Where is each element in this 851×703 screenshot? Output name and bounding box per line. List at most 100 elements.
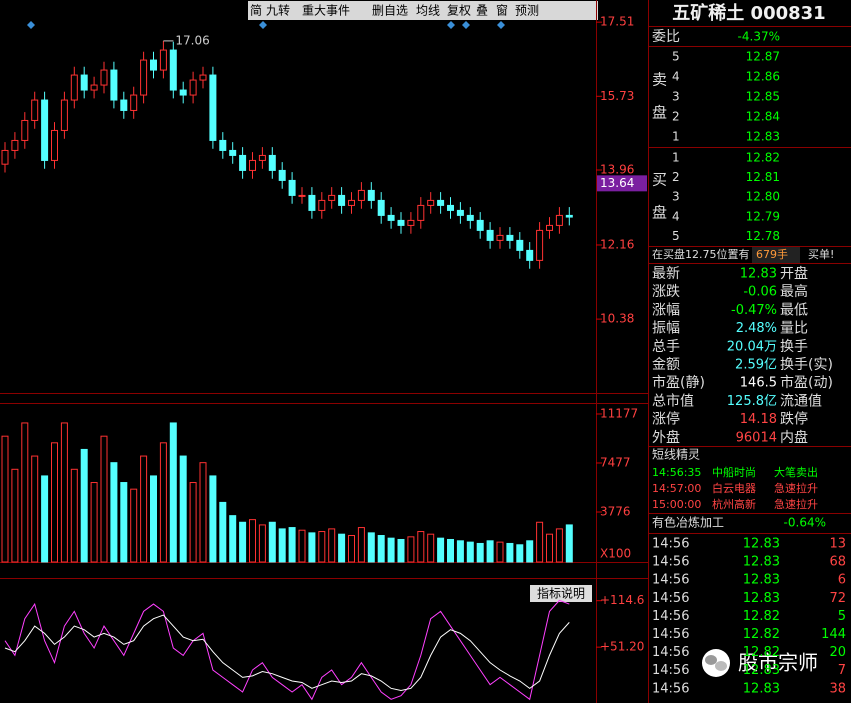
candle-body — [506, 234, 514, 241]
candle-body — [298, 194, 306, 197]
candle-body — [239, 154, 247, 171]
tick-price: 12.83 — [743, 573, 780, 588]
tick-price: 12.83 — [743, 537, 780, 552]
sell-price: 12.83 — [746, 130, 780, 144]
stat-label: 流通值 — [780, 393, 822, 409]
volume-bar — [338, 533, 346, 563]
candle-body — [328, 194, 336, 201]
candle-body — [130, 94, 138, 111]
volume-bar — [258, 524, 266, 563]
tick-volume: 20 — [829, 645, 846, 660]
volume-bar — [447, 538, 454, 563]
candle-body — [268, 154, 276, 171]
indicator-line — [4, 599, 570, 701]
stat-label: 最新 — [652, 266, 680, 282]
candle-body — [476, 219, 484, 231]
candle-body — [427, 199, 435, 206]
volume-bar — [278, 528, 286, 563]
sell-price: 12.87 — [746, 50, 780, 64]
candle-body — [110, 69, 118, 101]
indicator-line — [4, 614, 570, 692]
volume-bar — [268, 521, 276, 563]
y-tick-label: +114.6 — [600, 593, 644, 607]
candle-body — [229, 149, 237, 156]
stock-title: 五矿稀土 000831 — [672, 2, 825, 24]
y-tick-label: 13.96 — [600, 163, 634, 177]
indicator-button-bg[interactable] — [530, 585, 592, 602]
buy-price: 12.79 — [746, 209, 780, 223]
y-tick-label: 15.73 — [600, 89, 634, 103]
sector-change: -0.64% — [784, 516, 826, 530]
tick-volume: 6 — [838, 573, 846, 588]
stat-label: 涨停 — [652, 411, 680, 428]
alert-time: 14:56:35 — [652, 466, 701, 479]
max-annotation: 17.06 — [175, 33, 209, 47]
stat-label: 内盘 — [780, 429, 808, 446]
toolbar-button: 窗 — [496, 4, 508, 18]
buy-level: 1 — [672, 151, 680, 165]
volume-bar — [239, 521, 247, 563]
candle-body — [546, 224, 553, 231]
volume-bar — [31, 455, 39, 563]
volume-bar — [407, 536, 415, 563]
sell-level: 2 — [672, 110, 680, 124]
alert-stock: 杭州高新 — [712, 497, 756, 511]
stat-label: 涨幅 — [652, 302, 680, 318]
volume-bar — [506, 542, 514, 563]
sell-price: 12.84 — [746, 110, 780, 124]
stat-value: 12.83 — [740, 267, 777, 282]
indicator-button[interactable]: 指标说明 — [537, 586, 585, 601]
volume-bar — [249, 519, 256, 563]
candle-body — [437, 199, 445, 206]
sell-level: 3 — [672, 90, 680, 104]
tick-volume: 144 — [821, 627, 846, 642]
y-tick-label: 12.16 — [600, 237, 634, 251]
stat-value: -0.06 — [743, 285, 777, 300]
sell-level: 5 — [672, 50, 680, 64]
volume-bar — [526, 540, 534, 563]
watermark-icon — [702, 649, 730, 677]
candle-body — [150, 59, 157, 71]
tick-time: 14:56 — [652, 681, 689, 696]
alerts-title: 短线精灵 — [652, 448, 700, 462]
buy-price: 12.82 — [746, 151, 780, 165]
stat-label: 换手 — [780, 338, 808, 355]
stat-value: 2.59亿 — [735, 358, 777, 373]
y-tick-label: 7477 — [600, 455, 631, 469]
tick-price: 12.83 — [743, 591, 780, 606]
volume-bar — [110, 462, 118, 563]
y-tick-label: +51.20 — [600, 640, 644, 654]
candle-body — [308, 194, 316, 211]
current-price-bg — [597, 175, 647, 192]
volume-bar — [209, 475, 217, 563]
candle-body — [407, 219, 415, 226]
toolbar-button: 删自选 — [372, 4, 408, 18]
volume-bar — [199, 462, 207, 563]
volume-bar — [536, 521, 544, 563]
toolbar-button: 简 — [250, 4, 262, 18]
candle-body — [278, 169, 286, 181]
candle-body — [41, 99, 49, 161]
volume-bar — [377, 535, 385, 563]
candle-body — [496, 234, 504, 241]
volume-bar — [328, 528, 336, 563]
tick-price: 12.83 — [743, 681, 780, 696]
sell-level: 4 — [672, 70, 680, 84]
toolbar-button: 预测 — [515, 4, 539, 18]
stat-value: -0.47% — [731, 303, 777, 318]
ratio-label: 委比 — [652, 29, 680, 45]
candle-body — [189, 79, 197, 96]
sell-label: 卖 — [652, 71, 667, 89]
notice-qty: 679手 — [756, 247, 788, 261]
stat-label: 市盈(动) — [780, 374, 833, 391]
candle-body — [159, 49, 167, 71]
volume-bar — [90, 482, 98, 563]
alert-time: 14:57:00 — [652, 482, 701, 495]
toolbar-button: 叠 — [476, 4, 488, 18]
volume-bar — [189, 482, 197, 563]
stat-label: 最低 — [780, 302, 808, 318]
buy-price: 12.81 — [746, 170, 780, 184]
sector: 有色冶炼加工 — [652, 515, 724, 530]
candle-body — [318, 199, 326, 211]
